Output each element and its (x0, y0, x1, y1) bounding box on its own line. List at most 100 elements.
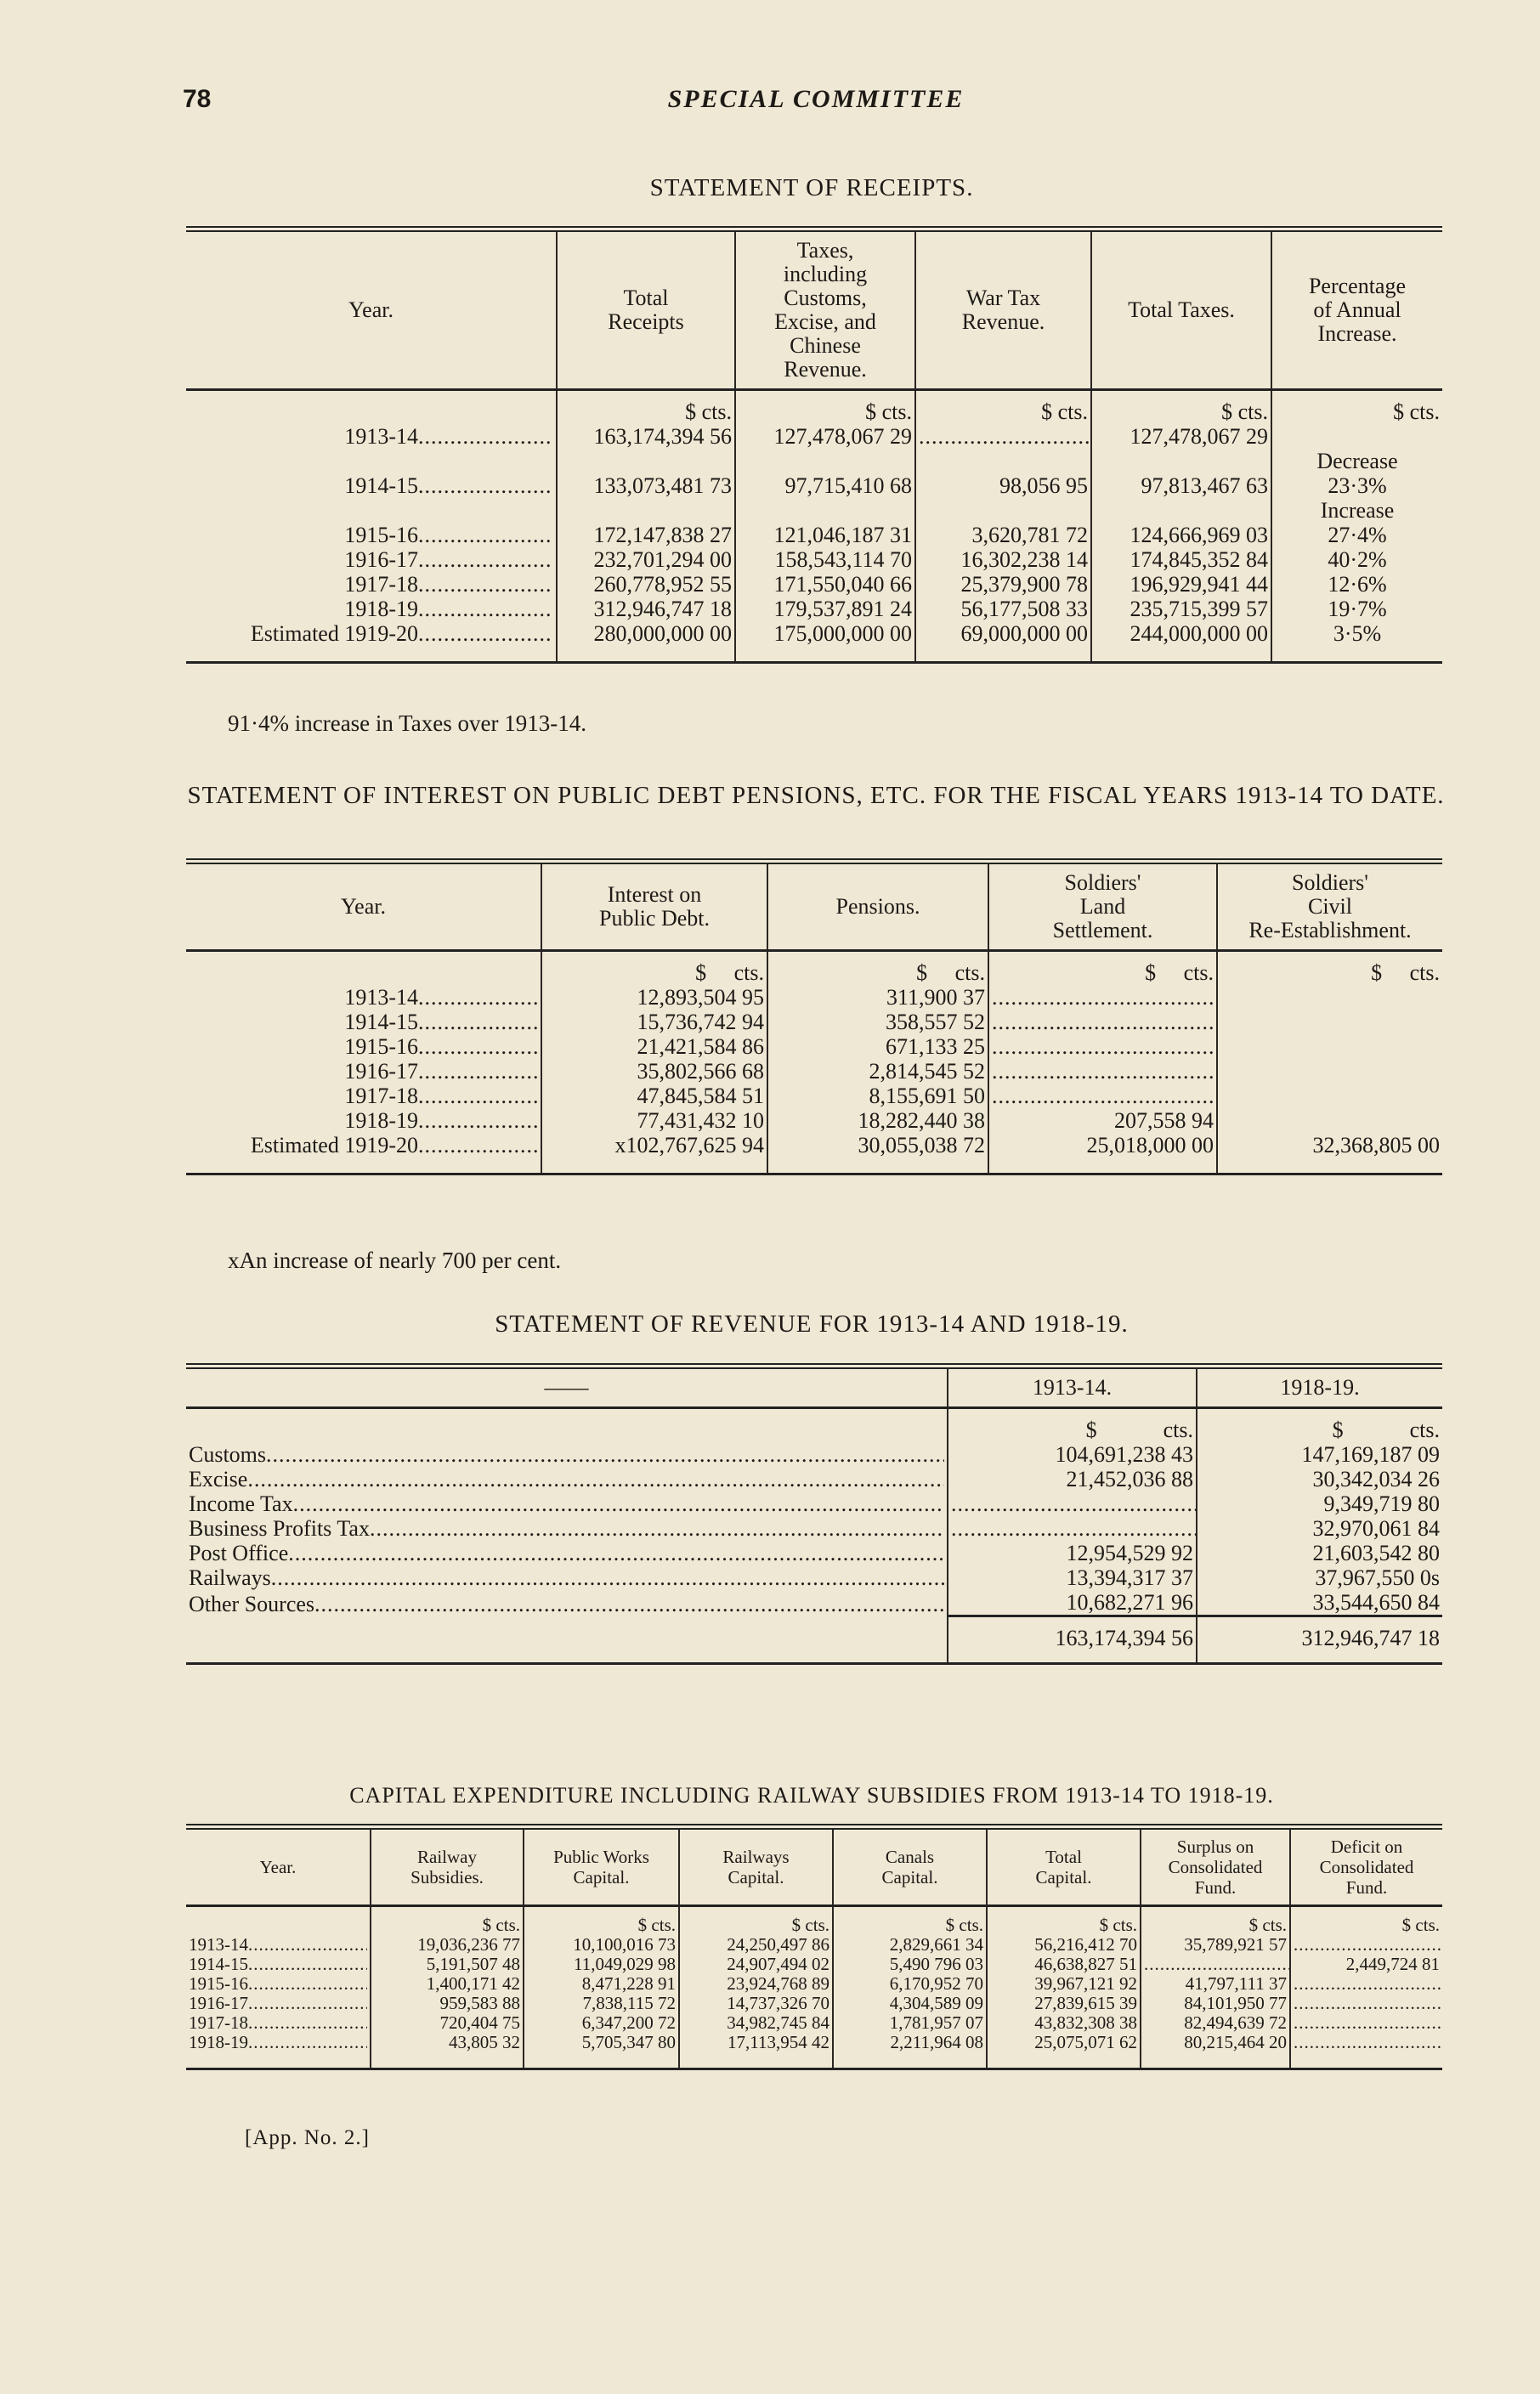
table-cell: 172,147,838 27 (556, 523, 735, 547)
dot-leader (248, 1974, 367, 1994)
table-cell: 10,100,016 73 (523, 1935, 679, 1955)
total-cell: 163,174,394 56 (947, 1615, 1197, 1664)
units-label: $ cts. (370, 1905, 524, 1935)
table-cell: 97,813,467 63 (1090, 473, 1271, 498)
capital-title: CAPITAL EXPENDITURE INCLUDING RAILWAY SU… (349, 1783, 1274, 1808)
dot-leader (418, 621, 553, 646)
table-cell: 8,471,228 91 (523, 1974, 679, 1994)
dot-leader (418, 597, 553, 621)
units-label: $ cts. (734, 389, 915, 424)
table-cell: 7,838,115 72 (523, 1994, 679, 2013)
table-cell: 97,715,410 68 (734, 473, 915, 498)
table-row: 1916-17 35,802,566 682,814,545 52 (186, 1059, 1442, 1084)
table-cell: x102,767,625 94 (541, 1133, 767, 1174)
table-row: 1916-17 959,583 887,838,115 7214,737,326 … (186, 1994, 1442, 2013)
column-header: Interest on Public Debt. (541, 861, 767, 952)
column-header: Total Taxes. (1090, 229, 1271, 391)
table-cell: 121,046,187 31 (734, 523, 915, 547)
table-cell: 311,900 37 (767, 985, 988, 1010)
units-label: $ cts. (1289, 1905, 1442, 1935)
table-cell: 163,174,394 56 (556, 424, 735, 449)
table-cell: 179,537,891 24 (734, 597, 915, 621)
table-cell: 358,557 52 (767, 1010, 988, 1034)
row-label: 1917-18 (186, 572, 557, 597)
table-cell: 77,431,432 10 (541, 1108, 767, 1133)
column-header: Year. (186, 1826, 371, 1907)
total-cell: 312,946,747 18 (1196, 1615, 1442, 1664)
table-cell: 1,781,957 07 (832, 2013, 987, 2033)
dot-leader (271, 1565, 944, 1590)
row-label-text: 1916-17 (344, 547, 418, 572)
dot-leader (988, 1034, 1217, 1059)
row-label-text: 1913-14 (344, 985, 418, 1010)
header-row: —— 1913-14. 1918-19. (186, 1366, 1442, 1409)
table-cell: 174,845,352 84 (1090, 547, 1271, 572)
units-label: $ cts. (541, 950, 767, 985)
units-row: $ cts. $ cts. $ cts. $ cts. $ cts. (186, 389, 1442, 425)
row-label-text: 1914-15 (189, 1955, 248, 1974)
table-cell: 30,342,034 26 (1196, 1467, 1442, 1491)
table-cell: 56,216,412 70 (986, 1935, 1141, 1955)
table-cell (1216, 1034, 1442, 1059)
column-header: Taxes, including Customs, Excise, and Ch… (734, 229, 915, 391)
table-cell: 43,832,308 38 (986, 2013, 1141, 2033)
dot-leader (418, 424, 553, 449)
units-label (186, 951, 541, 986)
receipts-note: 91·4% increase in Taxes over 1913-14. (228, 710, 586, 736)
row-label-text: Other Sources (189, 1591, 315, 1616)
dot-leader (418, 473, 553, 498)
table-row: Estimated 1919-20 x102,767,625 9430,055,0… (186, 1133, 1442, 1174)
table-cell: 3·5% (1271, 621, 1442, 663)
row-label (186, 449, 557, 473)
column-header: Pensions. (767, 861, 988, 952)
dot-leader (248, 2033, 367, 2052)
row-label-text: 1914-15 (344, 473, 418, 498)
row-label: 1916-17 (186, 1994, 371, 2013)
table-cell: 12·6% (1271, 572, 1442, 597)
row-label-text: Estimated 1919-20 (250, 621, 418, 646)
table-cell: 24,250,497 86 (678, 1935, 833, 1955)
dot-leader (418, 985, 538, 1010)
dot-leader (248, 1955, 367, 1974)
table-cell: 127,478,067 29 (734, 424, 915, 449)
column-header: Soldiers' Civil Re-Establishment. (1216, 861, 1442, 952)
table-cell: 27·4% (1271, 523, 1442, 547)
table-cell: 82,494,639 72 (1140, 2013, 1290, 2033)
dot-leader (293, 1491, 944, 1516)
table-cell: 5,705,347 80 (523, 2033, 679, 2069)
table-cell: Increase (1271, 498, 1442, 523)
table-cell (734, 449, 915, 473)
row-label-text: 1915-16 (344, 523, 418, 547)
table-cell: 196,929,941 44 (1090, 572, 1271, 597)
units-label: $ cts. (1216, 950, 1442, 985)
revenue-table: ——1913-14.1918-19.$ cts.$ cts.Customs104… (186, 1363, 1442, 1665)
row-label: Estimated 1919-20 (186, 621, 557, 663)
table-cell: 46,638,827 51 (986, 1955, 1141, 1974)
table-cell: 32,970,061 84 (1196, 1516, 1442, 1541)
units-label (186, 1906, 371, 1936)
table-cell: 5,490 796 03 (832, 1955, 987, 1974)
row-label: Income Tax (186, 1491, 948, 1516)
dot-leader (418, 572, 553, 597)
row-label-text: 1916-17 (344, 1059, 418, 1084)
table-cell: 19·7% (1271, 597, 1442, 621)
table-cell: 34,982,745 84 (678, 2013, 833, 2033)
column-header: Deficit on Consolidated Fund. (1289, 1826, 1442, 1907)
page-number: 78 (183, 85, 212, 113)
receipts-title: STATEMENT OF RECEIPTS. (649, 174, 974, 201)
units-label: $ cts. (556, 389, 735, 424)
units-label (186, 390, 557, 425)
header-row: Year. Total Receipts Taxes, including Cust… (186, 229, 1442, 391)
column-header: Soldiers' Land Settlement. (988, 861, 1217, 952)
table-row: 1915-16 1,400,171 428,471,228 9123,924,76… (186, 1974, 1442, 1994)
